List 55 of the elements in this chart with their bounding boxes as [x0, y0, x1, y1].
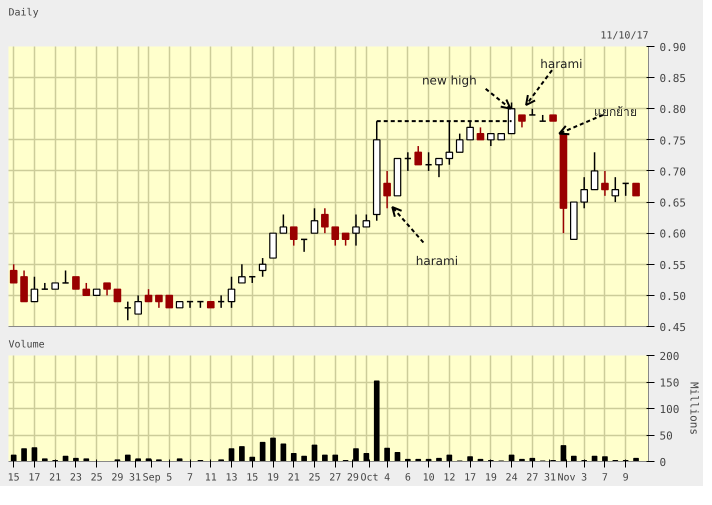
- x-tick-label: 4: [384, 472, 390, 484]
- x-tick-label: 23: [70, 472, 82, 484]
- y-tick-label: 50: [660, 430, 673, 442]
- x-tick-label: 29: [346, 472, 359, 484]
- y-tick-label: 0.85: [660, 72, 686, 86]
- x-tick-label: 31: [544, 472, 556, 484]
- y-tick-label: 0.50: [660, 290, 686, 303]
- chart-title: Volume: [8, 340, 45, 350]
- y-tick-label: 0.55: [660, 258, 686, 272]
- annotation: new high: [422, 74, 477, 88]
- y-tick-label: 0.90: [660, 41, 686, 54]
- x-tick-label: 12: [443, 472, 456, 484]
- y-tick-label: 0.70: [660, 165, 686, 178]
- x-tick-label: 7: [187, 472, 194, 484]
- x-tick-label: 21: [288, 472, 300, 484]
- x-tick-label: 7: [602, 472, 608, 484]
- x-tick-label: Nov: [558, 472, 576, 484]
- x-tick-label: 21: [49, 472, 62, 484]
- x-tick-label: Oct: [360, 472, 379, 484]
- x-tick-label: 19: [484, 472, 497, 484]
- text: 11/10/17: [600, 30, 649, 42]
- annotation: harami: [416, 254, 458, 268]
- x-tick-label: 29: [111, 472, 124, 484]
- x-tick-label: 24: [506, 472, 518, 484]
- x-tick-label: 17: [464, 472, 476, 484]
- y-axis-title: Millions: [687, 382, 700, 435]
- y-tick-label: 200: [660, 350, 680, 363]
- x-tick-label: 17: [28, 472, 40, 484]
- x-tick-label: 13: [225, 472, 238, 484]
- x-tick-label: 25: [308, 472, 321, 484]
- x-tick-label: 6: [404, 472, 411, 484]
- x-tick-label: 19: [266, 472, 280, 484]
- x-tick-label: 3: [581, 472, 588, 484]
- annotation: harami: [540, 56, 583, 71]
- y-tick-label: 0.65: [660, 196, 686, 210]
- y-tick-label: 0.75: [660, 134, 686, 148]
- x-tick-label: 27: [526, 472, 538, 484]
- x-tick-label: 10: [422, 472, 435, 484]
- y-tick-label: 0.60: [660, 228, 686, 241]
- x-tick-label: 27: [329, 472, 342, 484]
- y-tick-label: 100: [660, 403, 680, 416]
- y-tick-label: 0.80: [660, 103, 686, 116]
- x-tick-label: 11: [204, 472, 217, 484]
- x-tick-label: Sep: [142, 472, 161, 484]
- x-tick-label: 5: [166, 472, 172, 484]
- x-tick-label: 15: [246, 472, 258, 484]
- x-tick-label: 15: [8, 472, 20, 484]
- y-tick-label: 0: [660, 456, 666, 469]
- x-tick-label: 9: [622, 472, 629, 484]
- chart-title: Daily: [8, 8, 39, 18]
- y-tick-label: 0.45: [660, 321, 686, 334]
- y-tick-label: 150: [660, 376, 680, 390]
- x-tick-label: 31: [129, 472, 142, 484]
- x-tick-label: 25: [90, 472, 103, 484]
- annotation: แยกย้าย: [594, 104, 637, 119]
